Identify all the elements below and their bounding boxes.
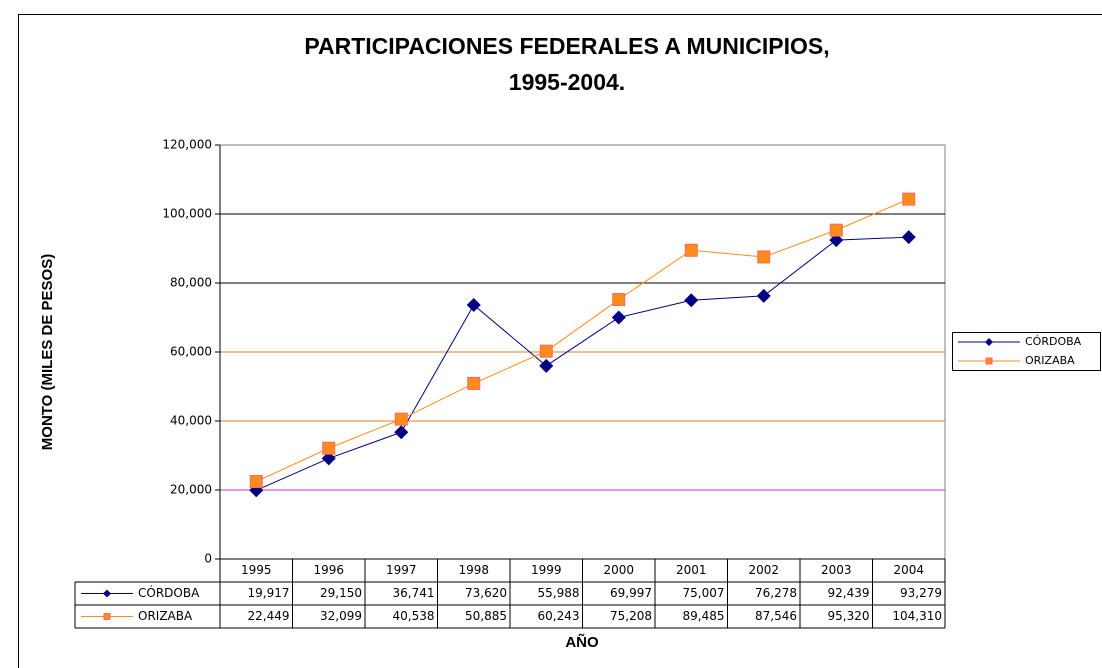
marker <box>103 613 111 620</box>
x-tick-label: 1998 <box>458 563 489 577</box>
marker <box>756 288 771 303</box>
marker <box>684 243 698 257</box>
marker <box>612 293 626 307</box>
x-tick-label: 2001 <box>676 563 707 577</box>
y-tick-label: 40,000 <box>170 414 212 428</box>
series-line <box>256 198 909 483</box>
legend-box <box>952 332 1101 371</box>
marker <box>539 358 554 373</box>
x-tick-label: 2002 <box>748 563 779 577</box>
table-value: 22,449 <box>248 609 290 623</box>
marker <box>684 293 699 308</box>
legend-label: ORIZABA <box>1025 354 1075 367</box>
series-line <box>256 236 909 491</box>
y-tick-label: 100,000 <box>162 207 212 221</box>
x-tick-label: 2003 <box>821 563 852 577</box>
y-tick-label: 120,000 <box>162 138 212 152</box>
table-value: 92,439 <box>828 586 870 600</box>
x-tick-label: 2004 <box>893 563 924 577</box>
table-value: 75,007 <box>683 586 725 600</box>
table-value: 19,917 <box>248 586 290 600</box>
marker <box>467 376 481 390</box>
marker <box>394 425 409 440</box>
y-tick-label: 60,000 <box>170 345 212 359</box>
table-value: 87,546 <box>755 609 797 623</box>
table-value: 29,150 <box>320 586 362 600</box>
x-tick-label: 1997 <box>386 563 417 577</box>
marker <box>757 250 771 264</box>
table-value: 36,741 <box>393 586 435 600</box>
marker <box>322 441 336 455</box>
y-axis-title: MONTO (MILES DE PESOS) <box>39 254 56 450</box>
table-value: 50,885 <box>465 609 507 623</box>
marker <box>901 230 916 245</box>
x-tick-label: 1996 <box>313 563 344 577</box>
table-value: 104,310 <box>892 609 942 623</box>
table-value: 55,988 <box>538 586 580 600</box>
y-tick-label: 20,000 <box>170 483 212 497</box>
marker <box>103 589 111 598</box>
table-value: 76,278 <box>755 586 797 600</box>
x-tick-label: 2000 <box>603 563 634 577</box>
table-value: 73,620 <box>465 586 507 600</box>
table-value: 95,320 <box>828 609 870 623</box>
table-value: 60,243 <box>538 609 580 623</box>
x-tick-label: 1995 <box>241 563 272 577</box>
y-tick-label: 0 <box>204 552 212 566</box>
table-value: 93,279 <box>900 586 942 600</box>
x-axis-title: AÑO <box>565 633 599 651</box>
table-value: 32,099 <box>320 609 362 623</box>
legend-label: CÓRDOBA <box>1025 335 1082 348</box>
marker <box>985 357 993 365</box>
marker <box>829 223 843 237</box>
y-tick-label: 80,000 <box>170 276 212 290</box>
marker <box>611 310 626 325</box>
chart-title: 1995-2004. <box>509 69 625 95</box>
table-series-name: CÓRDOBA <box>138 585 200 600</box>
table-value: 89,485 <box>683 609 725 623</box>
table-series-name: ORIZABA <box>138 609 193 623</box>
chart-title: PARTICIPACIONES FEDERALES A MUNICIPIOS, <box>304 33 829 59</box>
marker <box>394 412 408 426</box>
x-tick-label: 1999 <box>531 563 562 577</box>
table-value: 40,538 <box>393 609 435 623</box>
marker <box>249 475 263 489</box>
table-value: 69,997 <box>610 586 652 600</box>
marker <box>902 192 916 206</box>
marker <box>321 451 336 466</box>
marker <box>466 298 481 313</box>
marker <box>985 338 993 346</box>
table-value: 75,208 <box>610 609 652 623</box>
marker <box>539 344 553 358</box>
